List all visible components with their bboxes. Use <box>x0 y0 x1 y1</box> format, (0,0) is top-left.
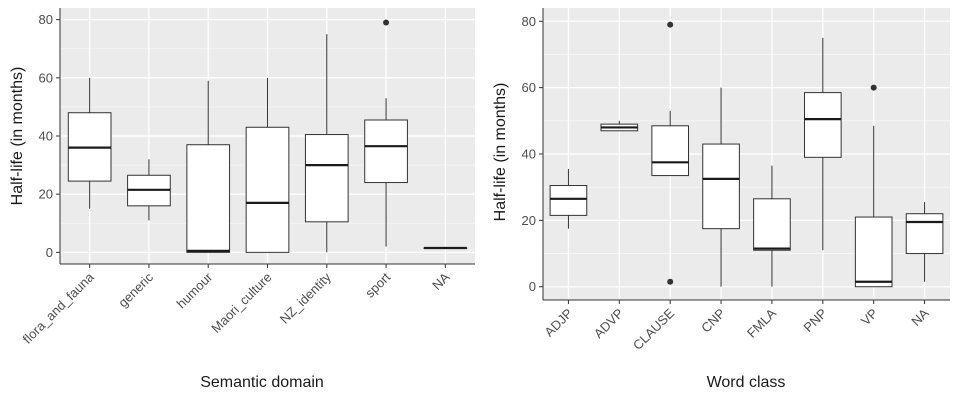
box <box>905 213 944 255</box>
y-tick-label: 60 <box>522 80 536 95</box>
boxplot <box>304 34 349 253</box>
x-axis-title: Word class <box>707 374 786 391</box>
boxplot <box>127 159 171 221</box>
x-tick-label: sport <box>362 269 393 300</box>
boxplot <box>364 19 408 247</box>
y-tick-label: 60 <box>39 70 53 85</box>
box <box>549 185 588 216</box>
outlier-point <box>870 84 877 91</box>
x-tick-label: FMLA <box>744 305 779 340</box>
box <box>364 119 408 184</box>
boxplot <box>854 84 893 288</box>
semantic-domain-chart: Semantic domain Half-life (in months) 0 2… <box>9 8 475 391</box>
box <box>186 144 231 253</box>
boxplot <box>549 168 588 229</box>
y-tick-label: 20 <box>522 213 536 228</box>
box <box>702 143 740 230</box>
x-tick-label: ADVP <box>591 306 627 342</box>
x-tick-label: CLAUSE <box>630 305 678 353</box>
x-tick-label: CNP <box>698 306 728 336</box>
box <box>304 134 349 223</box>
y-axis-title: Half-life (in months) <box>9 67 26 206</box>
outlier-point <box>667 278 674 285</box>
boxplot <box>67 77 112 209</box>
x-tick-label: humour <box>174 269 216 311</box>
box <box>854 216 893 288</box>
y-tick-label: 0 <box>529 279 536 294</box>
boxplot <box>186 80 231 253</box>
y-tick-label: 80 <box>522 14 536 29</box>
x-tick-label: NA <box>429 269 453 293</box>
boxplot <box>423 246 468 250</box>
boxplot <box>753 165 791 287</box>
x-tick-label: generic <box>115 269 156 310</box>
y-tick-label: 40 <box>522 147 536 162</box>
boxplot <box>600 120 639 132</box>
y-axis-title: Half-life (in months) <box>492 83 509 222</box>
word-class-chart: Word class Half-life (in months) 0 20 40 60… <box>492 8 950 391</box>
outlier-point <box>667 21 674 28</box>
boxplot <box>803 37 842 251</box>
x-tick-label: NA <box>908 305 932 329</box>
x-axis-title: Semantic domain <box>200 374 324 391</box>
boxplot <box>651 21 690 285</box>
boxplot <box>905 202 944 282</box>
boxplot <box>702 87 740 287</box>
box <box>651 125 690 177</box>
box <box>803 92 842 158</box>
x-tick-label: ADJP <box>541 306 575 340</box>
x-tick-label: flora_and_fauna <box>20 269 98 347</box>
box <box>245 126 290 253</box>
box <box>753 198 791 251</box>
y-tick-label: 20 <box>39 187 53 202</box>
y-tick-label: 40 <box>39 129 53 144</box>
y-tick-label: 80 <box>39 12 53 27</box>
y-tick-label: 0 <box>46 245 53 260</box>
x-tick-label: PNP <box>800 306 830 336</box>
outlier-point <box>383 19 390 26</box>
boxplot <box>245 77 290 253</box>
x-tick-label: Maori_culture <box>208 270 274 336</box>
x-tick-label: NZ_identity <box>277 269 334 326</box>
x-tick-label: VP <box>858 306 881 329</box>
